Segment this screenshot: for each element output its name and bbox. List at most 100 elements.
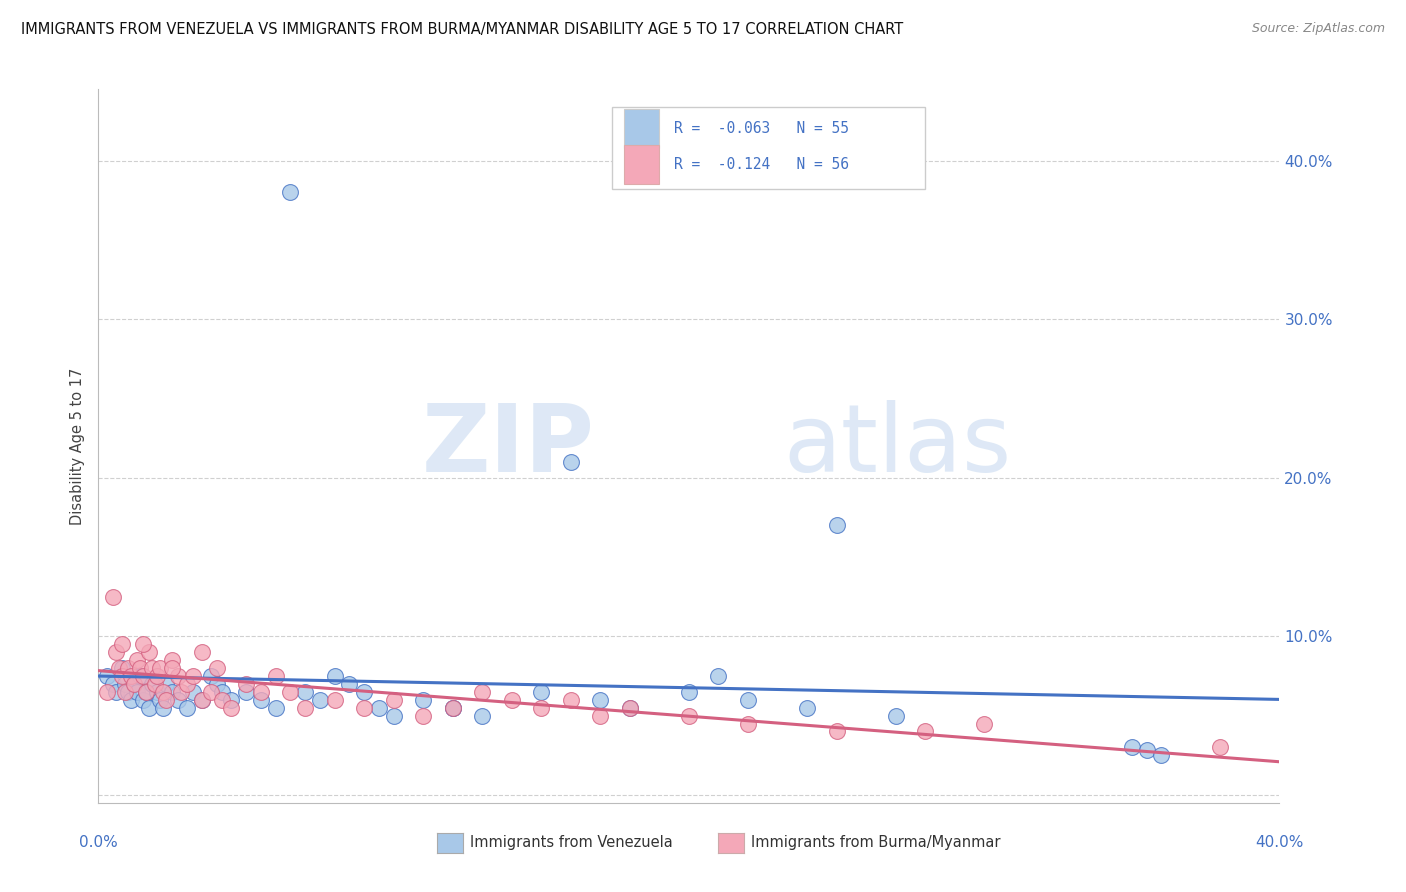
Point	[155, 692, 177, 706]
Point	[264, 669, 287, 683]
Point	[278, 685, 302, 699]
Point	[108, 661, 131, 675]
Point	[914, 724, 936, 739]
Point	[412, 692, 434, 706]
Text: Immigrants from Venezuela: Immigrants from Venezuela	[470, 836, 672, 850]
Point	[149, 692, 172, 706]
Point	[619, 700, 641, 714]
Point	[294, 700, 316, 714]
Point	[678, 708, 700, 723]
Point	[619, 700, 641, 714]
Point	[250, 692, 273, 706]
Point	[135, 685, 157, 699]
Point	[737, 716, 759, 731]
Point	[128, 661, 150, 675]
Point	[235, 685, 257, 699]
Text: 0.0%: 0.0%	[79, 836, 118, 850]
Text: IMMIGRANTS FROM VENEZUELA VS IMMIGRANTS FROM BURMA/MYANMAR DISABILITY AGE 5 TO 1: IMMIGRANTS FROM VENEZUELA VS IMMIGRANTS …	[21, 22, 903, 37]
Point	[117, 685, 139, 699]
Point	[138, 700, 160, 714]
Point	[125, 653, 148, 667]
Point	[191, 645, 214, 659]
Point	[132, 669, 155, 683]
Point	[250, 685, 273, 699]
Point	[146, 669, 169, 683]
Point	[339, 677, 360, 691]
Point	[884, 708, 907, 723]
Point	[737, 692, 759, 706]
Text: 40.0%: 40.0%	[1256, 836, 1303, 850]
Point	[120, 669, 142, 683]
Bar	[624, 145, 659, 184]
Point	[441, 700, 464, 714]
Point	[219, 700, 242, 714]
Point	[162, 685, 183, 699]
Y-axis label: Disability Age 5 to 17: Disability Age 5 to 17	[70, 368, 86, 524]
Point	[530, 700, 553, 714]
Point	[103, 590, 125, 604]
Point	[122, 677, 145, 691]
Point	[122, 677, 145, 691]
Point	[146, 685, 169, 699]
Point	[103, 677, 125, 691]
Point	[796, 700, 818, 714]
Point	[111, 637, 134, 651]
Point	[96, 669, 118, 683]
Point	[105, 645, 128, 659]
Point	[560, 455, 582, 469]
Point	[368, 700, 391, 714]
Point	[235, 677, 257, 691]
Point	[825, 724, 848, 739]
Point	[278, 186, 302, 200]
Point	[132, 692, 155, 706]
Point	[211, 692, 233, 706]
Point	[501, 692, 523, 706]
Point	[167, 692, 190, 706]
Point	[1135, 743, 1157, 757]
Point	[181, 669, 204, 683]
Point	[1121, 740, 1143, 755]
Text: ZIP: ZIP	[422, 400, 595, 492]
Point	[176, 700, 198, 714]
Point	[1150, 748, 1173, 763]
Point	[294, 685, 316, 699]
Point	[471, 685, 494, 699]
Point	[191, 692, 214, 706]
Point	[589, 708, 612, 723]
Point	[309, 692, 332, 706]
Point	[111, 669, 134, 683]
Text: atlas: atlas	[783, 400, 1012, 492]
Point	[441, 700, 464, 714]
Point	[205, 661, 228, 675]
Point	[973, 716, 995, 731]
Point	[162, 653, 183, 667]
Point	[128, 669, 150, 683]
Point	[114, 677, 136, 691]
Point	[105, 685, 128, 699]
Point	[211, 685, 233, 699]
Point	[707, 669, 730, 683]
Point	[170, 685, 193, 699]
Point	[264, 700, 287, 714]
Point	[141, 661, 163, 675]
Point	[111, 661, 134, 675]
Point	[141, 677, 163, 691]
Point	[560, 692, 582, 706]
Point	[167, 669, 190, 683]
Text: R =  -0.063   N = 55: R = -0.063 N = 55	[673, 121, 849, 136]
Point	[678, 685, 700, 699]
Point	[117, 661, 139, 675]
Point	[125, 685, 148, 699]
Point	[530, 685, 553, 699]
Point	[135, 685, 157, 699]
Point	[471, 708, 494, 723]
Point	[181, 685, 204, 699]
Point	[152, 685, 174, 699]
Point	[200, 669, 222, 683]
Point	[441, 700, 464, 714]
Point	[205, 677, 228, 691]
Point	[353, 685, 375, 699]
Point	[143, 677, 166, 691]
Point	[132, 637, 155, 651]
Point	[191, 692, 214, 706]
